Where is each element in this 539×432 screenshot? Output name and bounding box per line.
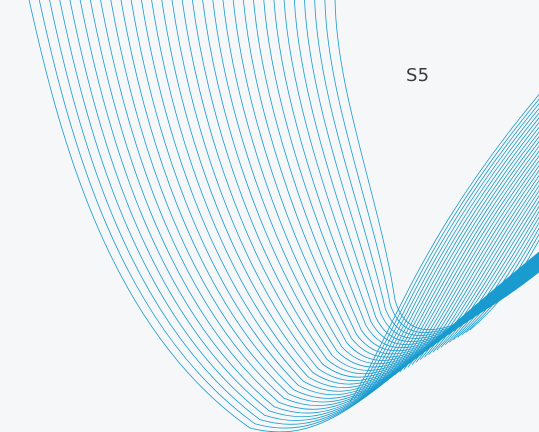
lobe-curves <box>28 0 539 432</box>
crossing-curve <box>382 131 539 383</box>
crossing-curve <box>453 216 539 341</box>
crossing-curve <box>399 150 539 373</box>
crossing-curve <box>461 227 539 336</box>
lobe-curve <box>171 0 539 382</box>
crossing-curve <box>457 222 539 338</box>
crossing-curve <box>362 107 539 395</box>
crossing-curve <box>366 112 539 393</box>
lobe-curve <box>59 0 539 421</box>
crossing-curve <box>424 180 539 358</box>
crossing-curve <box>440 200 539 348</box>
crossing-curve <box>449 211 539 343</box>
crossing-curve <box>378 126 539 385</box>
crossing-curve <box>432 190 539 353</box>
crossing-curve <box>419 175 539 361</box>
crossing-curve <box>465 233 539 333</box>
crossing-curve <box>370 117 539 390</box>
crossing-curve <box>407 160 539 368</box>
lobe-curve <box>181 0 539 378</box>
crossing-curve <box>411 165 539 366</box>
crossing-curves <box>349 93 539 403</box>
crossing-curve <box>395 145 539 375</box>
crossing-curve <box>386 136 539 380</box>
crossing-curve <box>349 93 539 403</box>
lobe-curve <box>232 0 539 361</box>
lobe-curve <box>161 0 539 385</box>
crossing-curve <box>374 122 539 388</box>
lobe-curve <box>89 0 539 410</box>
crossing-curve <box>436 195 539 351</box>
crossing-curve <box>444 205 539 346</box>
crossing-curve <box>357 103 539 398</box>
crossing-curve <box>391 141 539 378</box>
lobe-curve <box>141 0 539 392</box>
crossing-curve <box>428 185 539 356</box>
crossing-curve <box>403 155 539 370</box>
crossing-curve <box>415 170 539 363</box>
shape-label: S5 <box>406 65 430 86</box>
crossing-curve <box>469 239 539 331</box>
lobe-curve <box>38 0 539 429</box>
crossing-curve <box>353 98 539 400</box>
